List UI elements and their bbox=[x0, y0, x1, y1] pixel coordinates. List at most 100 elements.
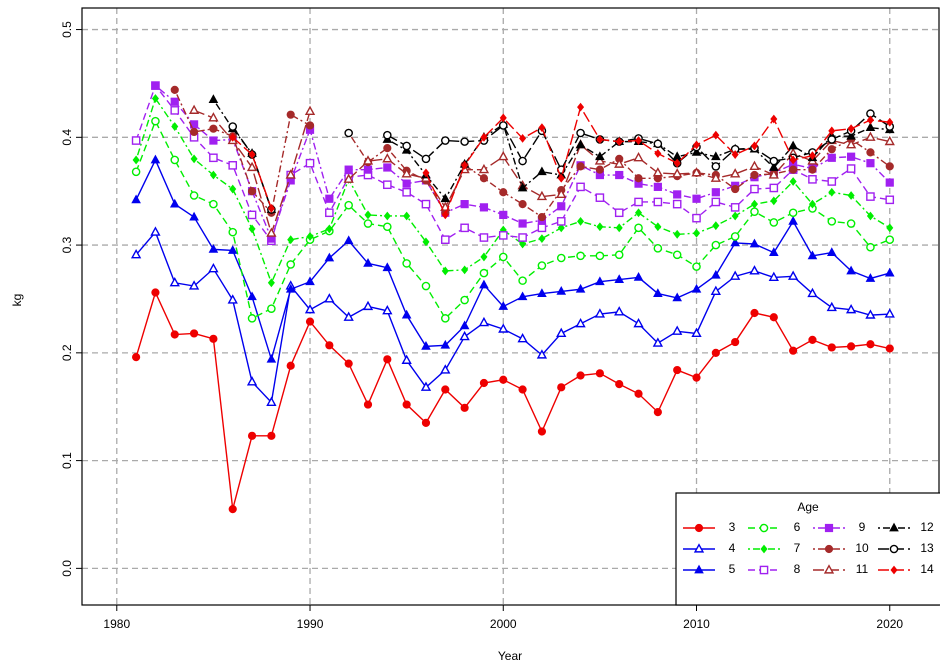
marker bbox=[576, 371, 585, 380]
marker bbox=[460, 295, 469, 305]
marker bbox=[247, 431, 257, 440]
marker bbox=[363, 400, 373, 409]
marker bbox=[248, 150, 256, 159]
x-tick-label: 2000 bbox=[490, 617, 517, 631]
marker bbox=[884, 135, 895, 146]
legend-label: 14 bbox=[920, 562, 934, 576]
marker bbox=[807, 287, 818, 298]
marker bbox=[325, 341, 334, 350]
marker bbox=[769, 162, 779, 171]
marker bbox=[847, 191, 855, 200]
marker bbox=[227, 245, 238, 254]
marker bbox=[228, 504, 237, 514]
marker bbox=[673, 158, 681, 168]
marker bbox=[691, 147, 702, 156]
marker bbox=[169, 277, 180, 287]
marker bbox=[363, 258, 373, 267]
marker bbox=[557, 223, 565, 233]
marker bbox=[130, 249, 142, 259]
marker bbox=[441, 210, 449, 220]
marker bbox=[595, 276, 605, 286]
marker bbox=[634, 389, 643, 398]
legend-label: 7 bbox=[794, 541, 801, 555]
marker bbox=[615, 223, 623, 233]
marker bbox=[267, 304, 276, 313]
marker bbox=[344, 128, 353, 138]
marker bbox=[692, 373, 701, 382]
marker bbox=[789, 165, 798, 174]
marker bbox=[498, 301, 509, 310]
marker bbox=[131, 194, 141, 204]
marker bbox=[362, 155, 374, 165]
marker bbox=[789, 177, 797, 186]
marker bbox=[286, 110, 295, 119]
marker bbox=[710, 285, 721, 295]
marker bbox=[459, 320, 470, 330]
marker bbox=[866, 115, 874, 125]
marker bbox=[364, 210, 372, 220]
marker bbox=[846, 164, 856, 173]
marker bbox=[498, 231, 508, 240]
marker bbox=[846, 219, 856, 228]
marker bbox=[635, 208, 643, 218]
marker bbox=[363, 165, 373, 174]
marker bbox=[441, 266, 449, 276]
series-line bbox=[135, 290, 890, 510]
marker bbox=[459, 330, 470, 341]
marker bbox=[362, 300, 374, 311]
legend-label: 3 bbox=[729, 520, 736, 534]
marker bbox=[461, 265, 469, 275]
marker bbox=[536, 349, 548, 359]
marker bbox=[208, 94, 219, 103]
marker bbox=[769, 247, 779, 256]
marker bbox=[344, 200, 353, 210]
marker bbox=[789, 346, 798, 355]
marker bbox=[286, 361, 295, 370]
marker bbox=[808, 199, 816, 209]
marker bbox=[402, 141, 411, 151]
series-line bbox=[174, 89, 891, 219]
marker bbox=[478, 163, 490, 174]
series-line bbox=[135, 84, 890, 243]
marker bbox=[461, 160, 469, 170]
marker bbox=[325, 224, 333, 234]
marker bbox=[247, 187, 257, 196]
marker bbox=[827, 145, 836, 154]
marker bbox=[170, 85, 179, 94]
marker bbox=[422, 237, 430, 247]
marker bbox=[402, 187, 411, 197]
plot-frame bbox=[81, 7, 940, 606]
marker bbox=[730, 203, 740, 212]
marker bbox=[635, 136, 643, 145]
marker bbox=[866, 159, 875, 168]
marker bbox=[769, 218, 779, 227]
marker bbox=[807, 250, 818, 260]
marker bbox=[538, 234, 546, 244]
marker bbox=[401, 168, 412, 178]
marker bbox=[826, 247, 837, 256]
marker bbox=[711, 269, 721, 279]
marker bbox=[151, 116, 160, 126]
marker bbox=[518, 219, 527, 228]
marker bbox=[731, 337, 740, 347]
marker bbox=[750, 199, 759, 209]
marker bbox=[518, 385, 527, 394]
marker bbox=[711, 197, 721, 207]
marker bbox=[517, 291, 528, 301]
marker bbox=[595, 151, 605, 161]
marker bbox=[890, 565, 898, 575]
marker bbox=[169, 198, 180, 208]
marker bbox=[634, 174, 643, 183]
marker bbox=[518, 276, 527, 285]
marker bbox=[151, 288, 160, 297]
marker bbox=[827, 343, 836, 352]
y-tick-label: 0.3 bbox=[60, 236, 74, 253]
marker bbox=[596, 222, 604, 232]
marker bbox=[499, 375, 508, 384]
marker bbox=[480, 252, 488, 262]
legend-label: 13 bbox=[920, 541, 934, 555]
marker bbox=[750, 141, 759, 151]
marker bbox=[749, 160, 760, 170]
marker bbox=[692, 140, 701, 150]
marker bbox=[285, 169, 296, 179]
